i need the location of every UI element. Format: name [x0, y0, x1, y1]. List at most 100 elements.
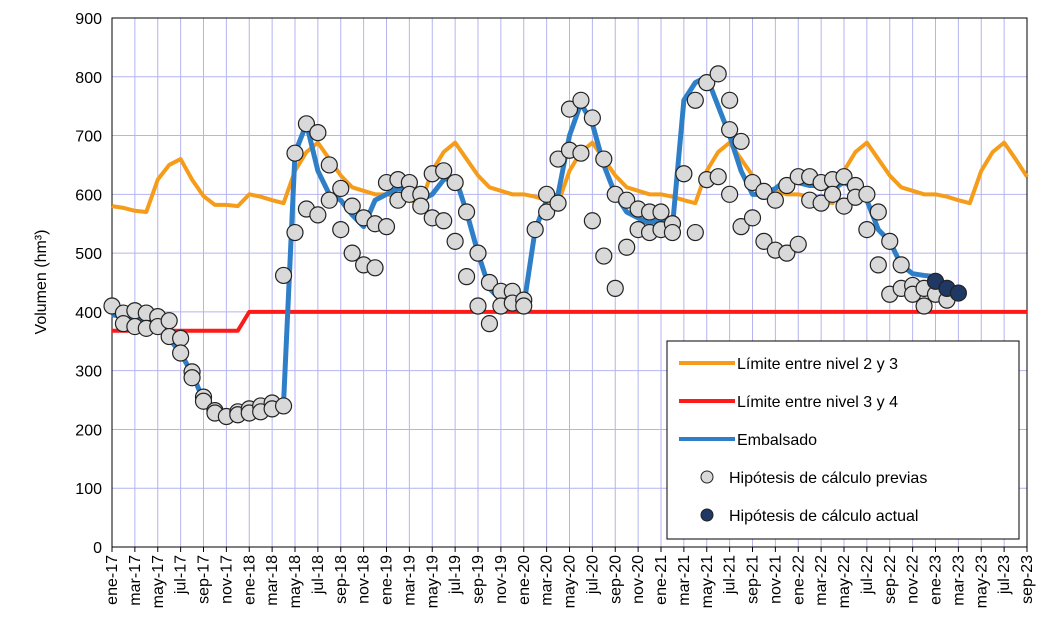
data-point [297, 115, 316, 133]
x-tick-label: mar-21 [676, 555, 693, 606]
data-point [435, 162, 453, 180]
data-point [721, 91, 739, 109]
data-point [446, 173, 464, 192]
x-tick-label: jul-22 [859, 555, 876, 595]
data-point [343, 244, 361, 262]
data-point [652, 203, 670, 221]
data-point [309, 124, 327, 142]
data-point [892, 256, 910, 274]
data-point [835, 168, 853, 186]
data-point [881, 232, 899, 250]
data-point [595, 247, 613, 265]
data-point [869, 203, 887, 221]
data-point [194, 392, 213, 410]
data-point [812, 194, 830, 212]
legend-swatch [700, 470, 714, 484]
data-point [172, 329, 190, 347]
series-line [111, 140, 1029, 214]
data-point [698, 74, 716, 92]
data-point [583, 109, 601, 127]
x-tick-label: ene-22 [790, 555, 807, 605]
data-point [160, 312, 178, 330]
y-tick-label: 700 [75, 129, 102, 146]
data-point [595, 150, 613, 168]
x-tick-label: ene-20 [516, 555, 533, 605]
data-point [858, 221, 876, 239]
legend-label: Hipótesis de cálculo previas [729, 470, 927, 487]
data-point [377, 218, 396, 236]
data-point [583, 212, 601, 230]
data-point [572, 144, 590, 162]
data-point [869, 256, 887, 274]
data-point [549, 194, 567, 212]
data-point [618, 238, 636, 256]
data-point [457, 268, 476, 286]
x-tick-label: sep-23 [1019, 555, 1036, 604]
data-point [457, 203, 476, 221]
x-tick-label: may-19 [424, 555, 441, 608]
x-tick-label: jul-18 [310, 555, 327, 595]
x-tick-label: nov-20 [630, 555, 647, 604]
data-point [480, 273, 499, 292]
data-point [709, 168, 727, 186]
x-tick-label: jul-23 [996, 555, 1013, 595]
data-point [343, 197, 361, 215]
x-tick-label: sep-21 [745, 555, 762, 604]
data-point [469, 244, 487, 262]
data-point [709, 65, 727, 83]
data-point [778, 244, 796, 262]
data-point [274, 397, 293, 415]
x-tick-label: may-17 [150, 555, 167, 608]
legend-label: Hipótesis de cálculo actual [729, 508, 918, 525]
data-point [766, 191, 784, 209]
y-tick-label: 100 [75, 481, 102, 498]
y-tick-label: 400 [75, 305, 102, 322]
x-tick-label: jul-17 [173, 555, 190, 595]
y-tick-label: 200 [75, 422, 102, 439]
legend-label: Límite entre nivel 2 y 3 [737, 356, 898, 373]
x-tick-label: nov-21 [767, 555, 784, 604]
data-point [469, 297, 487, 315]
x-tick-label: nov-22 [905, 555, 922, 604]
y-tick-label: 500 [75, 246, 102, 263]
plot-frame [111, 17, 1028, 548]
data-point [183, 369, 201, 387]
data-point [732, 132, 750, 151]
data-point [675, 165, 693, 183]
x-tick-label: mar-23 [950, 555, 967, 606]
data-point [286, 144, 304, 162]
x-tick-label: nov-18 [356, 555, 373, 604]
legend-label: Embalsado [737, 432, 817, 449]
data-point [743, 173, 762, 192]
data-point [320, 156, 338, 174]
data-point [274, 266, 293, 285]
data-point [446, 232, 464, 250]
data-point [538, 203, 556, 221]
x-tick-label: mar-22 [813, 555, 830, 606]
x-tick-label: sep-19 [470, 555, 487, 604]
x-tick-label: jul-21 [722, 555, 739, 595]
data-point [172, 344, 190, 362]
y-axis-label: Volumen (hm³) [33, 230, 50, 335]
data-point [366, 259, 384, 277]
y-tick-label: 300 [75, 364, 102, 381]
data-point [618, 191, 636, 209]
data-point [915, 297, 933, 315]
data-point [732, 218, 750, 236]
y-tick-label: 800 [75, 70, 102, 87]
x-tick-label: ene-19 [379, 555, 396, 605]
legend-label: Límite entre nivel 3 y 4 [737, 394, 898, 411]
data-point [606, 279, 624, 297]
data-point [572, 91, 590, 109]
data-point [755, 232, 773, 250]
y-tick-label: 900 [75, 11, 102, 28]
data-point [663, 223, 682, 242]
x-tick-label: mar-20 [539, 555, 556, 606]
x-tick-label: mar-18 [264, 555, 281, 606]
data-point [789, 235, 807, 253]
data-point [823, 185, 842, 203]
x-tick-label: mar-17 [127, 555, 144, 606]
data-point [526, 221, 544, 239]
data-point [949, 284, 967, 302]
